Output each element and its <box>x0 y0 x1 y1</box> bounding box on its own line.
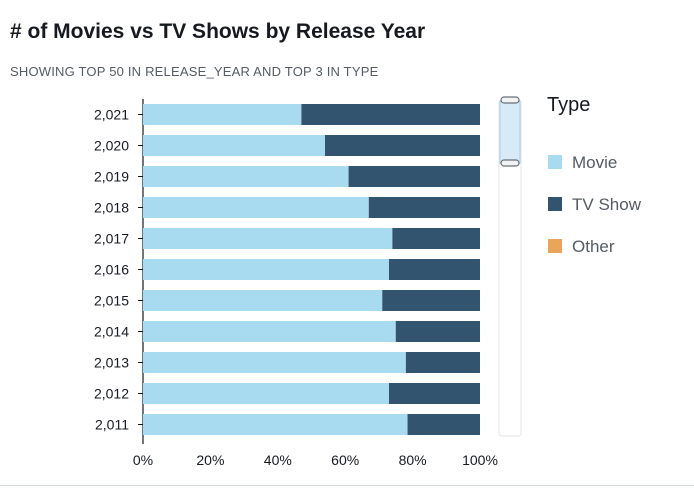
x-tick-label: 100% <box>462 452 498 468</box>
x-tick-label: 0% <box>133 452 153 468</box>
y-tick-label: 2,019 <box>94 169 129 185</box>
bar-movie-2021[interactable] <box>143 104 302 125</box>
y-tick-label: 2,015 <box>94 293 129 309</box>
y-tick-label: 2,011 <box>95 417 129 433</box>
bar-movie-2019[interactable] <box>143 166 349 187</box>
bar-movie-2014[interactable] <box>143 321 396 342</box>
bar-tv-show-2013[interactable] <box>405 352 480 373</box>
bar-tv-show-2015[interactable] <box>382 290 480 311</box>
bar-tv-show-2017[interactable] <box>392 228 480 249</box>
bar-tv-show-2014[interactable] <box>395 321 480 342</box>
y-tick-label: 2,017 <box>94 231 129 247</box>
bar-movie-2015[interactable] <box>143 290 383 311</box>
bar-tv-show-2011[interactable] <box>407 414 480 435</box>
bar-movie-2020[interactable] <box>143 135 325 156</box>
y-tick-label: 2,018 <box>94 200 129 216</box>
bar-tv-show-2021[interactable] <box>301 104 480 125</box>
y-tick-label: 2,021 <box>94 107 129 123</box>
bar-movie-2017[interactable] <box>143 228 393 249</box>
legend-title: Type <box>547 94 590 116</box>
legend-swatch-other[interactable] <box>548 239 562 253</box>
bar-tv-show-2012[interactable] <box>389 383 480 404</box>
legend-label-movie[interactable]: Movie <box>572 153 617 172</box>
bottom-divider <box>0 485 694 486</box>
bar-movie-2018[interactable] <box>143 197 369 218</box>
legend-swatch-tv-show[interactable] <box>548 197 562 211</box>
chart-title: # of Movies vs TV Shows by Release Year <box>10 20 426 43</box>
x-tick-label: 80% <box>399 452 427 468</box>
legend-label-tv-show[interactable]: TV Show <box>572 195 642 214</box>
bar-movie-2011[interactable] <box>143 414 408 435</box>
y-tick-label: 2,016 <box>94 262 129 278</box>
y-tick-label: 2,012 <box>94 386 129 402</box>
scrollbar-handle-bottom[interactable] <box>500 159 520 167</box>
bar-tv-show-2019[interactable] <box>348 166 480 187</box>
bar-tv-show-2018[interactable] <box>368 197 480 218</box>
scrollbar-thumb[interactable] <box>499 100 521 164</box>
bar-tv-show-2020[interactable] <box>324 135 480 156</box>
y-tick-label: 2,020 <box>94 138 129 154</box>
x-tick-label: 40% <box>264 452 292 468</box>
legend-label-other[interactable]: Other <box>572 237 615 256</box>
bar-tv-show-2016[interactable] <box>389 259 480 280</box>
x-tick-label: 20% <box>196 452 224 468</box>
y-tick-label: 2,014 <box>94 324 129 340</box>
bar-movie-2016[interactable] <box>143 259 390 280</box>
x-tick-label: 60% <box>331 452 359 468</box>
chart-subtitle: SHOWING TOP 50 IN RELEASE_YEAR AND TOP 3… <box>10 64 379 79</box>
scrollbar-handle-top[interactable] <box>500 96 520 104</box>
y-tick-label: 2,013 <box>94 355 129 371</box>
legend-swatch-movie[interactable] <box>548 155 562 169</box>
bar-movie-2012[interactable] <box>143 383 390 404</box>
bar-movie-2013[interactable] <box>143 352 406 373</box>
